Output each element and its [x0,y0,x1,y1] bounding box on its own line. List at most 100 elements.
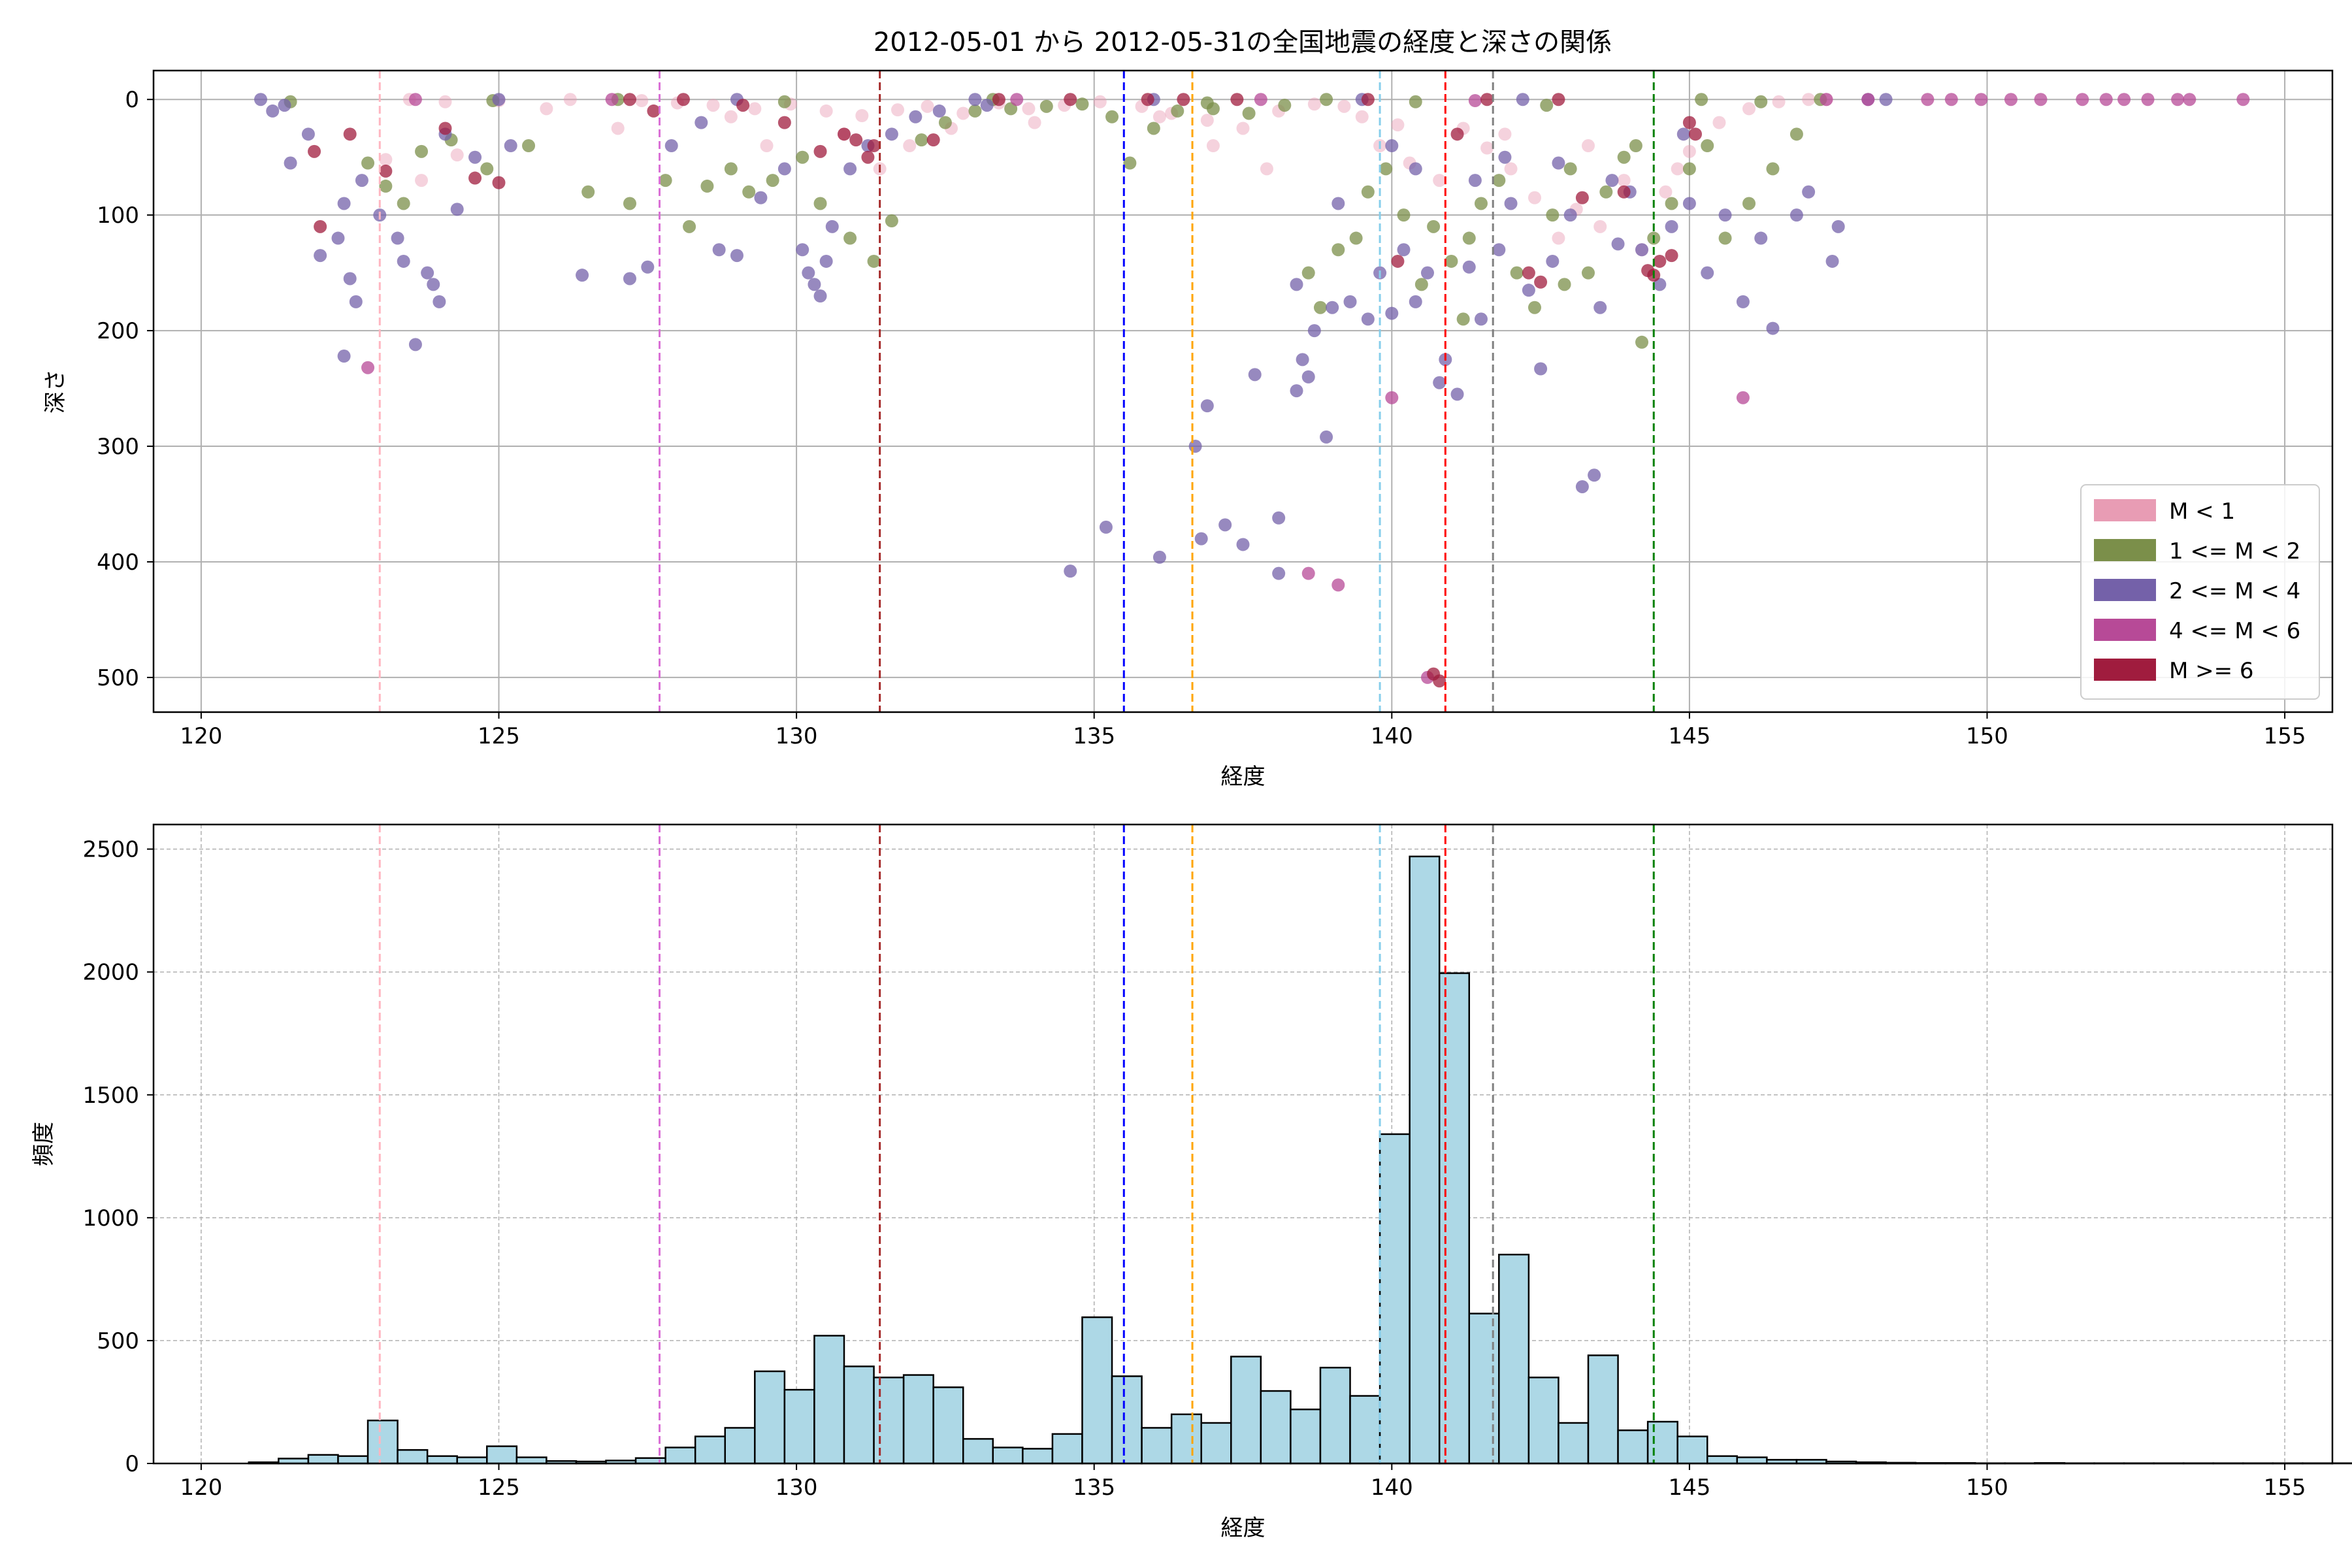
scatter-point [1445,254,1458,268]
scatter-point [1331,243,1345,257]
scatter-point [1039,99,1053,113]
scatter-point [1605,174,1619,188]
hist-bar [1319,1367,1351,1465]
hist-bar [873,1377,905,1465]
hist-bar [1617,1429,1649,1465]
scatter-point [284,156,297,170]
scatter-point [885,127,898,141]
scatter-point [1385,306,1399,320]
hist-bar [1111,1375,1143,1465]
scatter-point [700,179,714,193]
scatter-point [694,116,708,129]
scatter-point [492,93,506,106]
scatter-point [1248,368,1262,382]
scatter-point [1492,174,1506,188]
hist-y-tick-label: 1500 [82,1083,139,1109]
scatter-point [903,139,917,153]
scatter-point [802,266,815,280]
scatter-point [1498,150,1512,164]
scatter-point [1510,266,1524,280]
scatter-point [1218,518,1232,532]
scatter-point [968,104,982,118]
scatter-point [1695,93,1708,106]
legend-label: M < 1 [2169,498,2235,525]
scatter-x-tick-label: 125 [478,723,520,749]
scatter-point [1093,95,1107,108]
hist-y-tick-label: 0 [125,1451,139,1477]
scatter-point [1152,550,1166,564]
scatter-point [1682,116,1696,129]
scatter-point [683,220,696,233]
scatter-point [736,99,750,112]
hist-bar [397,1449,429,1465]
scatter-point [1701,266,1714,280]
scatter-point [1468,94,1482,108]
scatter-point [1188,440,1202,453]
scatter-point [808,278,821,291]
scatter-point [415,174,429,188]
scatter-point [777,95,791,108]
hist-bar [724,1427,756,1465]
scatter-point [1772,95,1786,108]
scatter-point [1736,295,1750,308]
scatter-point [1141,93,1154,106]
scatter-point [921,99,934,113]
hist-bar [1170,1413,1202,1465]
scatter-point [1075,97,1089,111]
scatter-point [1802,185,1816,199]
legend-swatch [2094,499,2156,521]
scatter-point [819,104,833,118]
hist-x-tick-label: 150 [1966,1475,2008,1501]
scatter-point [1349,231,1363,245]
scatter-point [938,116,952,129]
hist-bar [754,1370,786,1465]
scatter-point [1712,116,1726,129]
scatter-point [1754,231,1768,245]
scatter-point [1718,208,1732,222]
scatter-point [379,179,393,193]
scatter-point [1064,93,1077,106]
scatter-point [408,338,422,351]
scatter-point [766,174,779,188]
hist-bar [1230,1356,1262,1465]
scatter-point [1575,480,1589,493]
scatter-point [1307,324,1321,338]
scatter-point [712,243,726,257]
scatter-point [724,110,738,123]
scatter-point [1200,96,1214,110]
scatter-point [1599,185,1613,199]
scatter-point [1236,538,1250,551]
scatter-point [1522,266,1535,280]
hist-bar [843,1365,875,1465]
hist-bar [1200,1422,1232,1465]
scatter-point [843,162,857,176]
hist-x-tick-label: 135 [1073,1475,1115,1501]
scatter-x-tick-label: 120 [180,723,222,749]
scatter-point [1498,127,1512,141]
legend-label: 4 <= M < 6 [2169,618,2300,644]
scatter-point [1534,275,1548,289]
scatter-point [813,289,827,303]
scatter-point [1290,278,1303,291]
scatter-point [522,139,536,153]
scatter-point [742,185,756,199]
scatter-point [926,133,940,147]
scatter-point [1540,99,1554,112]
scatter-point [492,176,506,189]
scatter-point [676,93,690,106]
hist-bar [337,1455,369,1465]
scatter-x-tick-label: 130 [776,723,818,749]
scatter-point [1546,254,1560,268]
scatter-point [1254,93,1267,106]
scatter-y-tick-label: 400 [97,549,139,576]
scatter-point [1320,430,1333,444]
scatter-point [337,350,351,363]
scatter-point [980,99,994,112]
legend-swatch [2094,579,2156,601]
scatter-point [1272,566,1286,580]
scatter-point [1575,191,1589,204]
scatter-point [314,249,327,263]
scatter-point [915,133,928,147]
scatter-x-tick-label: 145 [1668,723,1710,749]
scatter-point [1593,301,1607,314]
